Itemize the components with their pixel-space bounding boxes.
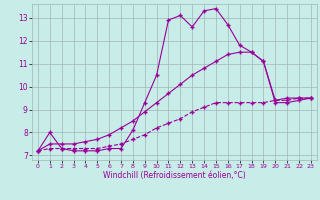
X-axis label: Windchill (Refroidissement éolien,°C): Windchill (Refroidissement éolien,°C) xyxy=(103,171,246,180)
